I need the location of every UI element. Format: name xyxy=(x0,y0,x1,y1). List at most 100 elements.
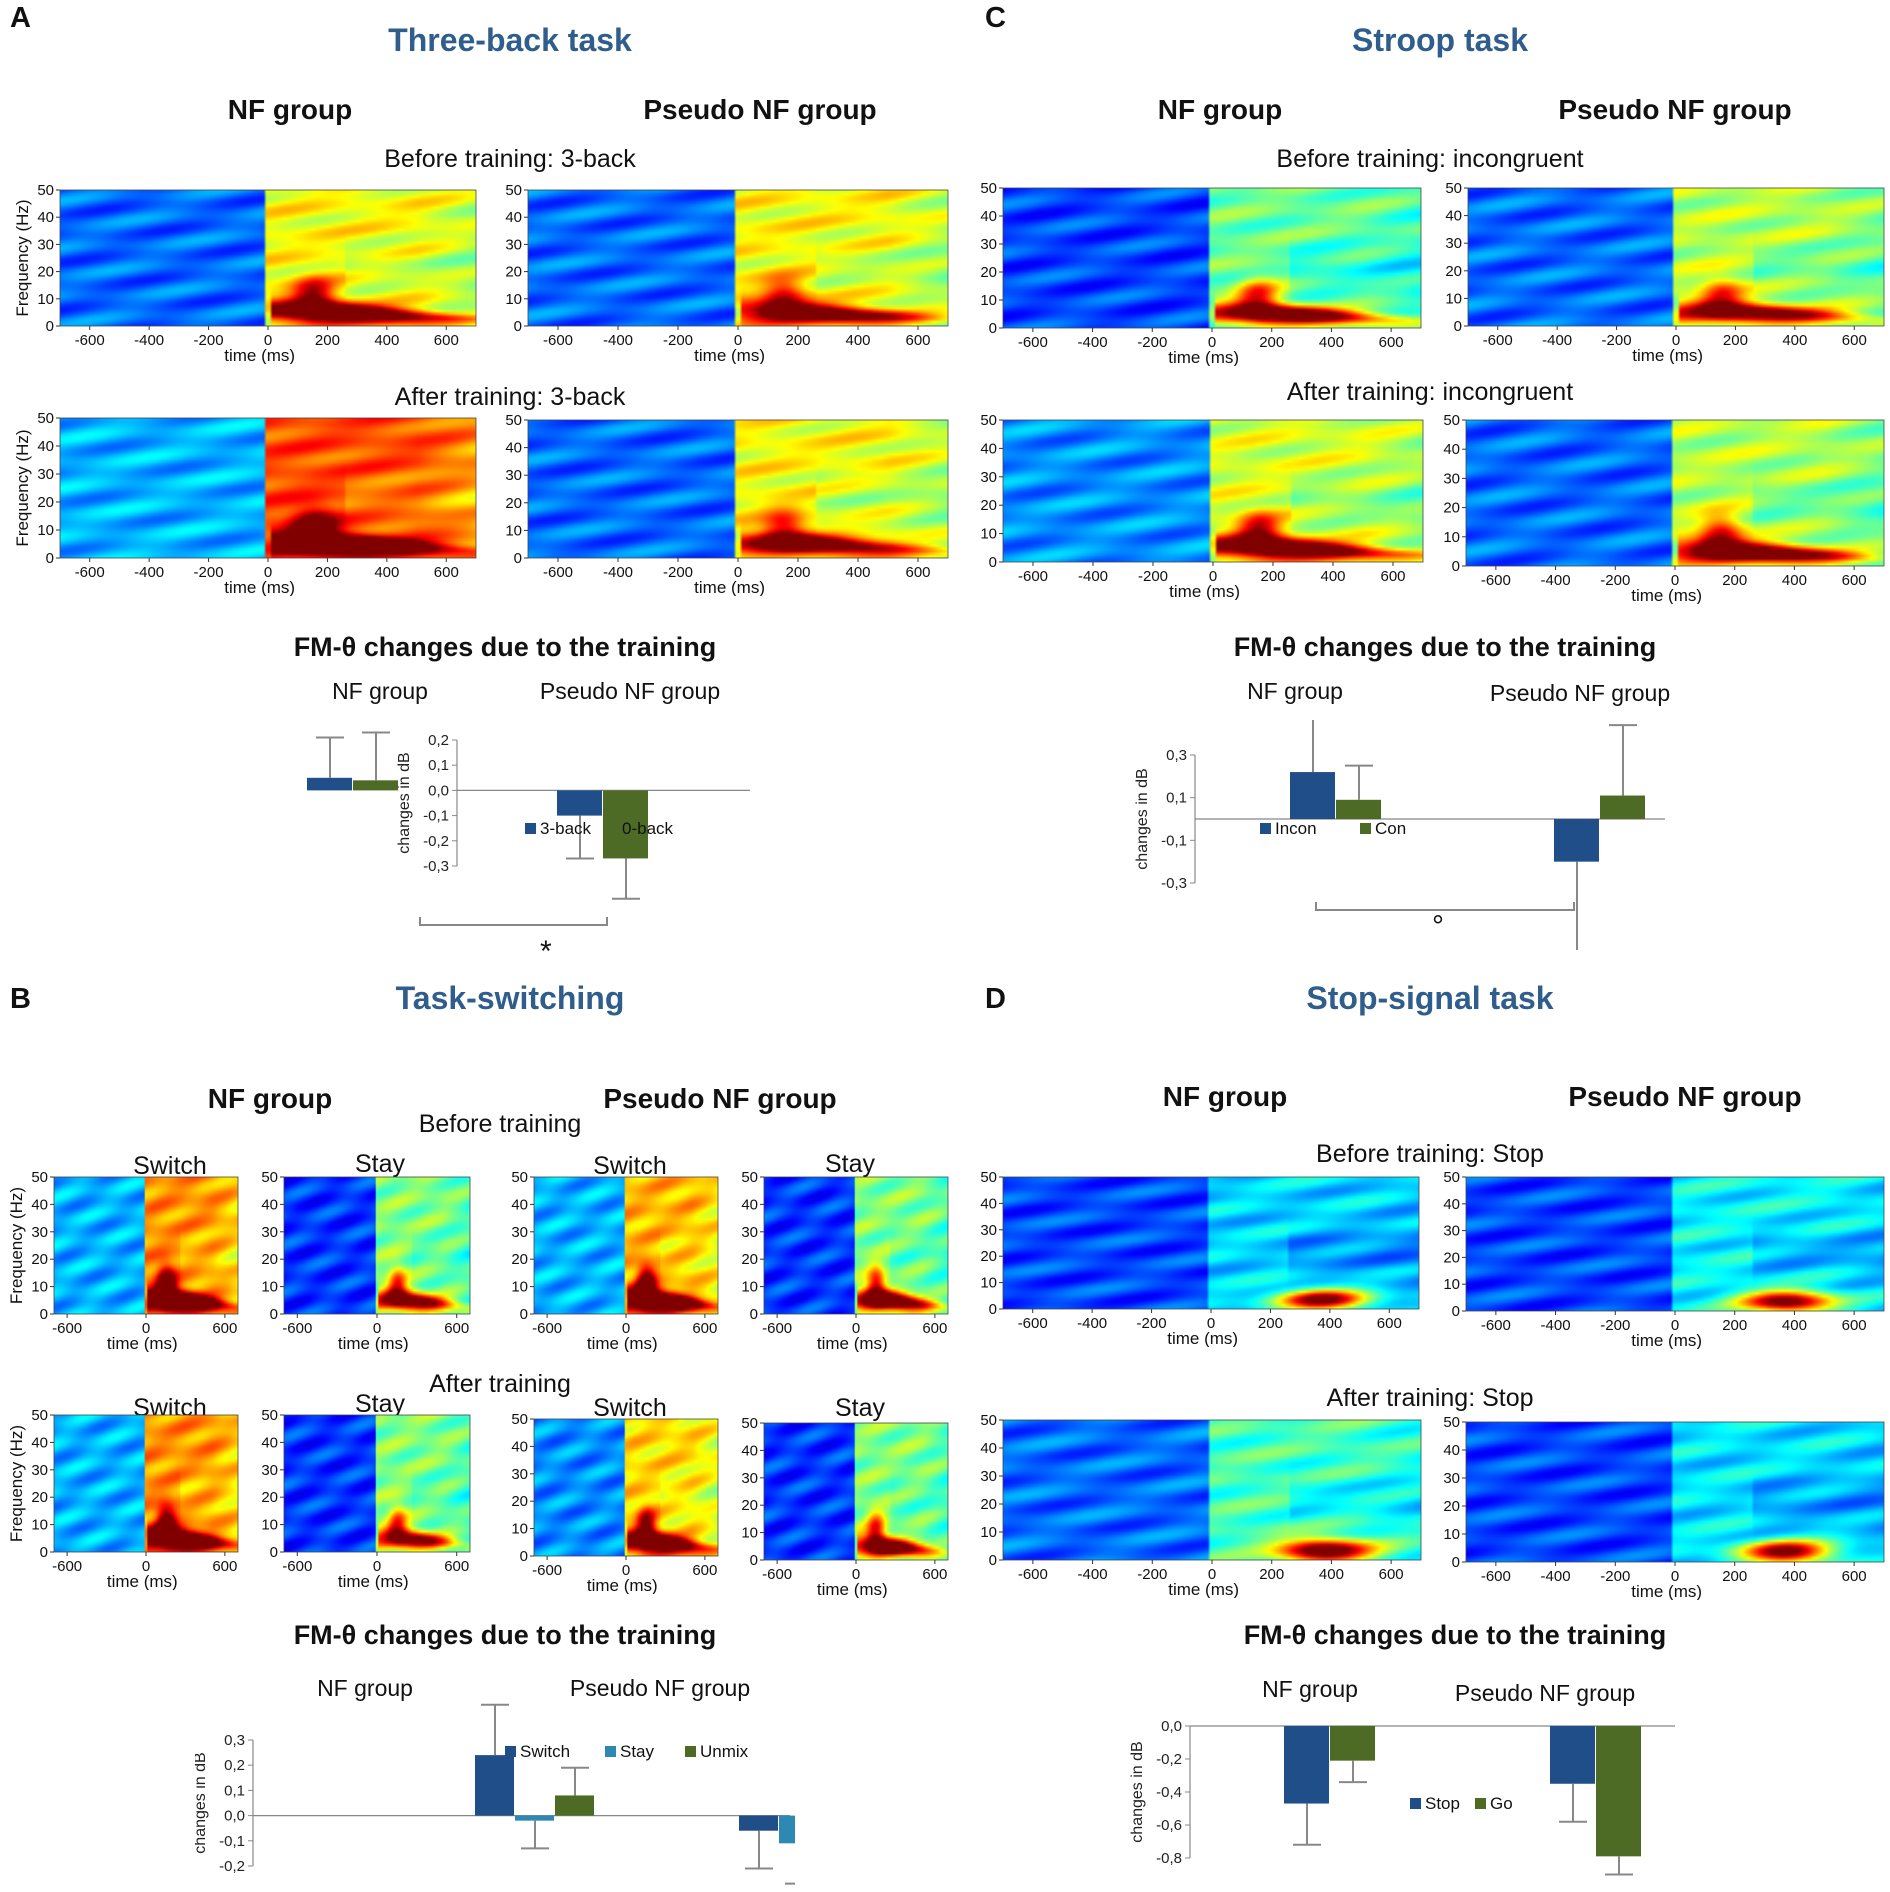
bar-chart-d: 0,0 -0,2 -0,4 -0,6 -0,8 changes in dB Stop Go xyxy=(1129,1718,1675,1876)
svg-text:40: 40 xyxy=(1445,208,1462,225)
svg-text:0: 0 xyxy=(520,1306,528,1323)
svg-text:-400: -400 xyxy=(603,564,633,581)
bar xyxy=(515,1815,554,1821)
svg-text:40: 40 xyxy=(741,1442,758,1459)
svg-text:10: 10 xyxy=(261,1279,278,1296)
bar xyxy=(1600,795,1645,819)
panel-label-c: C xyxy=(985,2,1006,34)
y-tick-label: -0,1 xyxy=(219,1833,245,1850)
before-label-b: Before training xyxy=(418,1110,582,1138)
legend-swatch xyxy=(1360,823,1371,834)
svg-text:-600: -600 xyxy=(543,564,573,581)
svg-text:600: 600 xyxy=(1377,1315,1402,1332)
svg-text:50: 50 xyxy=(1443,1169,1460,1186)
svg-text:-200: -200 xyxy=(194,564,224,581)
spectrogram: 0 10 20 30 40 50 -600 -400 -200 0 200 400 600 time (m… xyxy=(1436,412,1888,605)
spectrogram: 0 10 20 30 40 50 -600 -400 -200 0 200 400 600 time (m… xyxy=(973,180,1425,367)
svg-text:200: 200 xyxy=(785,332,810,349)
svg-text:400: 400 xyxy=(845,332,870,349)
svg-text:20: 20 xyxy=(980,1496,997,1513)
switch-label: Switch xyxy=(593,1394,667,1422)
svg-text:600: 600 xyxy=(1842,332,1867,349)
spectrogram: 0 10 20 30 40 50 -600 -400 -200 0 200 400 600 time (m… xyxy=(973,412,1427,601)
svg-text:0: 0 xyxy=(989,1301,997,1318)
svg-text:10: 10 xyxy=(980,1524,997,1541)
y-tick-label: 0,2 xyxy=(224,1757,245,1774)
svg-text:-200: -200 xyxy=(663,332,693,349)
svg-text:600: 600 xyxy=(212,1558,237,1575)
svg-text:Frequency (Hz): Frequency (Hz) xyxy=(8,1425,26,1542)
svg-text:10: 10 xyxy=(505,522,522,539)
legend-swatch xyxy=(605,1746,616,1757)
svg-text:20: 20 xyxy=(37,494,54,511)
svg-text:40: 40 xyxy=(980,1440,997,1457)
svg-text:50: 50 xyxy=(505,412,522,429)
svg-text:0: 0 xyxy=(1454,318,1462,335)
svg-text:30: 30 xyxy=(1445,235,1462,252)
svg-text:-600: -600 xyxy=(75,332,105,349)
svg-text:600: 600 xyxy=(922,1320,947,1337)
svg-text:50: 50 xyxy=(261,1169,278,1186)
svg-text:-200: -200 xyxy=(194,332,224,349)
svg-text:30: 30 xyxy=(741,1224,758,1241)
svg-text:-400: -400 xyxy=(134,332,164,349)
svg-text:time (ms): time (ms) xyxy=(1631,1582,1702,1600)
bar xyxy=(555,1795,594,1816)
y-tick-label: 0,3 xyxy=(224,1732,245,1749)
bar xyxy=(1550,1726,1595,1784)
bar-group-nf-c: NF group xyxy=(1247,678,1343,704)
svg-text:0: 0 xyxy=(622,1320,630,1337)
spectrogram: 0 10 20 30 40 50 -600 0 600 time (ms) Frequency (H… xyxy=(7,1169,242,1353)
svg-text:30: 30 xyxy=(741,1470,758,1487)
pseudo-group-label-a: Pseudo NF group xyxy=(643,94,877,125)
svg-text:30: 30 xyxy=(505,236,522,253)
svg-text:30: 30 xyxy=(980,469,997,486)
svg-text:40: 40 xyxy=(1443,1442,1460,1459)
svg-text:0: 0 xyxy=(1452,558,1460,575)
svg-text:0: 0 xyxy=(373,1320,381,1337)
svg-text:time (ms): time (ms) xyxy=(694,578,765,596)
svg-text:40: 40 xyxy=(511,1438,528,1455)
svg-text:600: 600 xyxy=(1379,334,1404,351)
svg-text:40: 40 xyxy=(31,1196,48,1213)
svg-text:600: 600 xyxy=(1380,568,1405,585)
svg-text:400: 400 xyxy=(1319,334,1344,351)
svg-text:-600: -600 xyxy=(532,1320,562,1337)
svg-text:0: 0 xyxy=(46,318,54,335)
svg-text:400: 400 xyxy=(1782,1317,1807,1334)
svg-text:-600: -600 xyxy=(762,1566,792,1583)
svg-text:400: 400 xyxy=(1320,568,1345,585)
before-label-d: Before training: Stop xyxy=(1316,1140,1544,1168)
y-tick-label: 0,0 xyxy=(1161,1718,1182,1735)
svg-text:400: 400 xyxy=(1782,332,1807,349)
svg-text:time (ms): time (ms) xyxy=(1632,346,1703,364)
legend-swatch xyxy=(525,823,536,834)
y-tick-label: -0,2 xyxy=(423,833,449,850)
svg-text:0: 0 xyxy=(1671,1317,1679,1334)
svg-text:200: 200 xyxy=(1723,332,1748,349)
y-tick-label: -0,3 xyxy=(423,858,449,875)
legend-label: Unmix xyxy=(700,1742,749,1761)
panel-title-c: Stroop task xyxy=(1351,22,1529,58)
svg-text:-600: -600 xyxy=(532,1562,562,1579)
y-tick-label: -0,3 xyxy=(1161,875,1187,892)
svg-text:40: 40 xyxy=(511,1196,528,1213)
svg-text:-200: -200 xyxy=(1600,1317,1630,1334)
svg-text:-600: -600 xyxy=(282,1558,312,1575)
svg-text:200: 200 xyxy=(1722,1568,1747,1585)
svg-text:40: 40 xyxy=(1443,441,1460,458)
after-label-c: After training: incongruent xyxy=(1286,378,1574,406)
svg-text:200: 200 xyxy=(315,332,340,349)
svg-text:0: 0 xyxy=(622,1562,630,1579)
y-tick-label: 0,1 xyxy=(428,757,449,774)
svg-text:-200: -200 xyxy=(1138,568,1168,585)
svg-text:20: 20 xyxy=(1443,1498,1460,1515)
bar-title-c: FM-θ changes due to the training xyxy=(1233,632,1657,662)
bar-group-nf-d: NF group xyxy=(1262,1676,1358,1702)
spectrogram: 0 10 20 30 40 50 -600 0 600 time (ms) xyxy=(504,1411,722,1595)
switch-label: Switch xyxy=(133,1152,207,1180)
svg-text:50: 50 xyxy=(741,1415,758,1432)
svg-text:-600: -600 xyxy=(52,1558,82,1575)
legend-label: Incon xyxy=(1275,819,1317,838)
svg-text:30: 30 xyxy=(511,1466,528,1483)
